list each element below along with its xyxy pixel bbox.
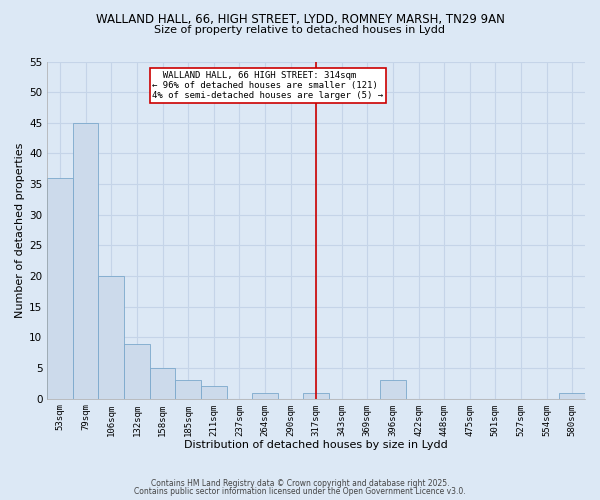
Bar: [124, 344, 150, 398]
Bar: [175, 380, 201, 398]
Bar: [150, 368, 175, 398]
Bar: [559, 392, 585, 398]
Y-axis label: Number of detached properties: Number of detached properties: [15, 142, 25, 318]
Text: WALLAND HALL, 66 HIGH STREET: 314sqm
← 96% of detached houses are smaller (121)
: WALLAND HALL, 66 HIGH STREET: 314sqm ← 9…: [152, 70, 383, 101]
Text: Size of property relative to detached houses in Lydd: Size of property relative to detached ho…: [155, 25, 445, 35]
Text: Contains public sector information licensed under the Open Government Licence v3: Contains public sector information licen…: [134, 487, 466, 496]
Bar: [73, 123, 98, 398]
Bar: [98, 276, 124, 398]
Bar: [201, 386, 227, 398]
Text: Contains HM Land Registry data © Crown copyright and database right 2025.: Contains HM Land Registry data © Crown c…: [151, 478, 449, 488]
Bar: [380, 380, 406, 398]
Bar: [47, 178, 73, 398]
Bar: [304, 392, 329, 398]
Bar: [252, 392, 278, 398]
Text: WALLAND HALL, 66, HIGH STREET, LYDD, ROMNEY MARSH, TN29 9AN: WALLAND HALL, 66, HIGH STREET, LYDD, ROM…: [95, 12, 505, 26]
X-axis label: Distribution of detached houses by size in Lydd: Distribution of detached houses by size …: [184, 440, 448, 450]
